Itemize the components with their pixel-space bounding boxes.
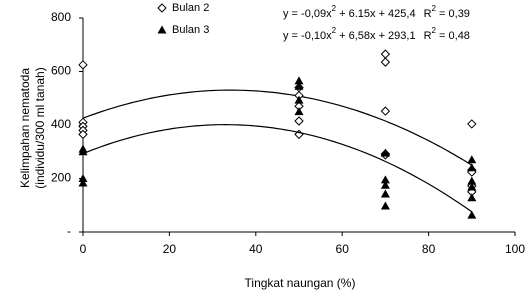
data-point [380,148,390,157]
x-tick-label: 100 [505,242,525,256]
data-point [294,76,304,85]
legend-label: Bulan 3 [172,24,209,36]
trendline [82,89,473,166]
data-point [380,180,390,189]
data-point [78,174,88,182]
y-tick-label: 800 [51,10,71,24]
data-point [294,81,304,90]
data-point [380,175,390,184]
y-tick-label: 600 [51,64,71,78]
x-tick-label: 60 [336,242,350,256]
data-point [467,155,477,164]
data-point [380,57,391,67]
equation-part: + 6,58x + 293,1 [336,30,416,42]
x-tick-label: 20 [163,242,177,256]
legend-label: Bulan 2 [172,2,209,14]
equation: y = -0,09x2 + 6.15x + 425,4 R2 = 0,39 [283,4,470,20]
equation-part: 2 [432,4,437,13]
data-point [467,163,477,172]
data-point [467,182,477,191]
x-tick-label: 80 [422,242,436,256]
data-point [380,106,391,116]
data-point [294,95,304,104]
equation-part: y = -0,09x [283,8,332,20]
x-tick-label: 0 [80,242,87,256]
equation-part: 2 [332,26,337,35]
data-point [467,193,477,202]
x-tick-label: 40 [249,242,263,256]
data-point [78,60,88,70]
equation-part: 2 [432,26,437,35]
y-axis-label: Kelimpahan nematoda [18,68,32,188]
equation-part: R [424,30,432,42]
equation: y = -0,10x2 + 6,58x + 293,1 R2 = 0,48 [283,26,470,42]
equation-part: = 0,39 [436,8,470,20]
equation-part: R [424,8,432,20]
equation-part: + 6.15x + 425,4 [336,8,416,20]
equation-part: = 0,48 [436,30,470,42]
y-tick-label: 400 [51,117,71,131]
equation-part: y = -0,10x [283,30,332,42]
data-point [467,119,477,129]
legend-marker [157,3,167,13]
y-tick-label: 200 [51,171,71,185]
legend-marker [157,25,167,34]
data-point [380,49,391,59]
data-point [467,210,477,219]
equation-part: 2 [332,4,337,13]
trendline [82,123,473,213]
data-point [467,176,477,185]
data-point [78,178,88,187]
data-point [78,147,88,156]
data-point [294,107,304,116]
y-tick-label: - [67,224,71,238]
data-point [294,116,304,126]
data-point [78,129,88,140]
y-axis-label: (individu/300 ml tanah) [33,67,47,188]
data-point [380,189,390,198]
data-point [380,201,390,210]
x-axis-label: Tingkat naungan (%) [245,276,356,290]
